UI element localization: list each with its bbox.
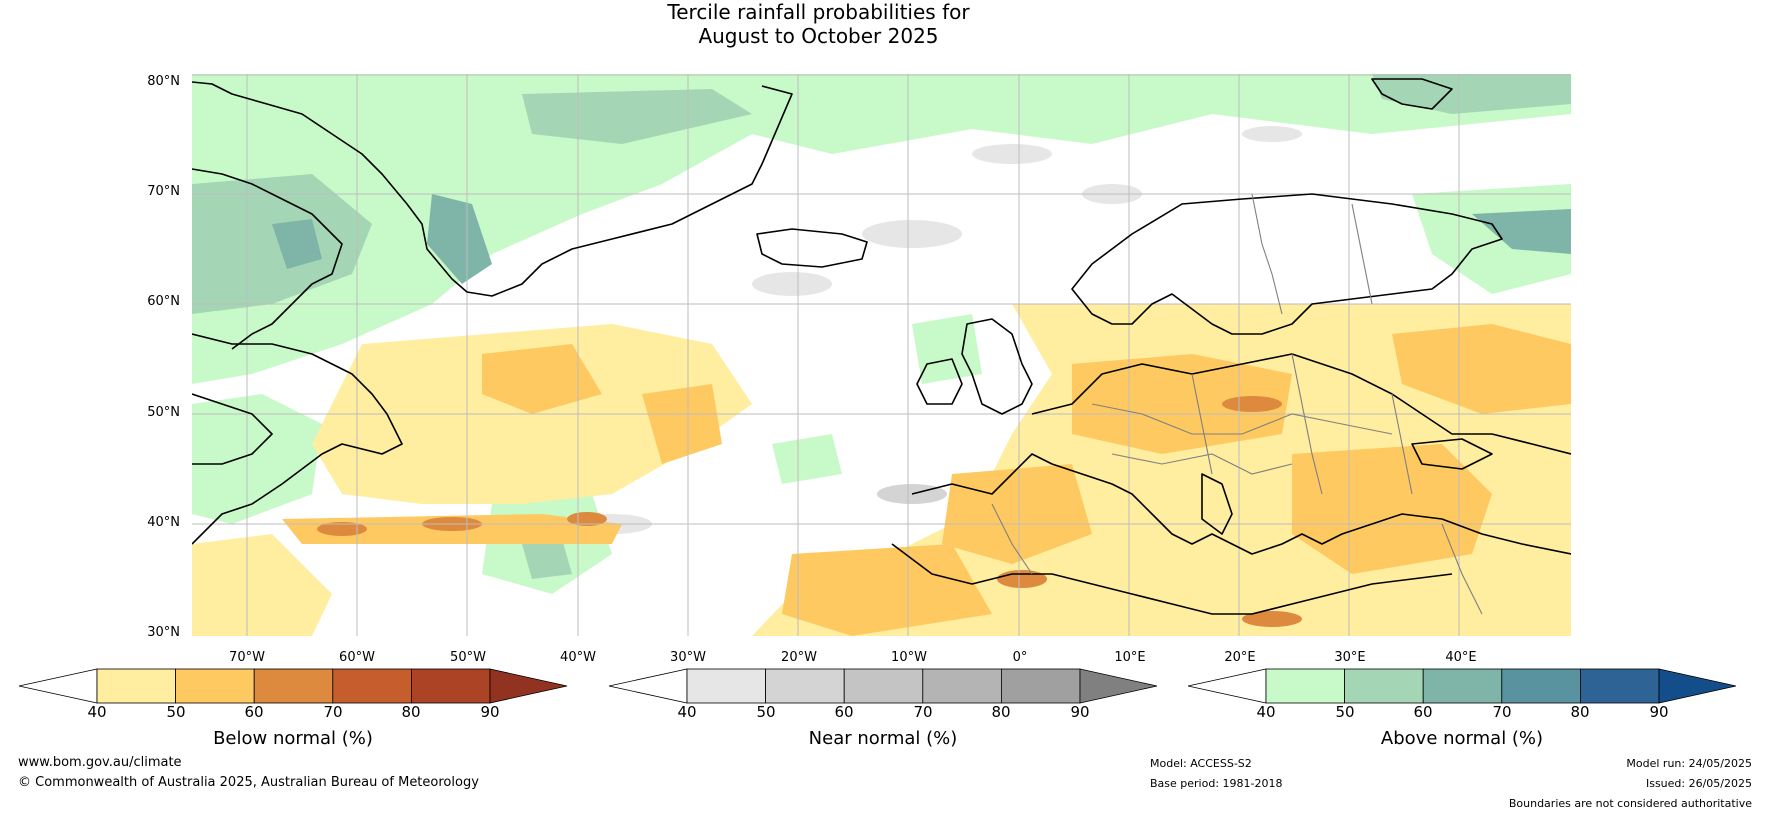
lon-label-20w: 20°W — [781, 650, 817, 665]
lon-label-40e: 40°E — [1445, 650, 1477, 665]
lon-label-10e: 10°E — [1114, 650, 1146, 665]
colorbar-max-arrow — [489, 668, 568, 704]
colorbar-segment — [765, 668, 845, 704]
colorbar-min-arrow — [608, 668, 688, 704]
cbar-tick: 90 — [1649, 703, 1669, 721]
cbar-tick: 40 — [87, 703, 107, 721]
probability-map — [192, 74, 1571, 636]
lon-label-0: 0° — [1012, 650, 1028, 665]
cbar-tick: 80 — [991, 703, 1011, 721]
model-run-text: Model run: 24/05/2025 — [1626, 757, 1752, 770]
colorbar-segment — [175, 668, 255, 704]
cbar-tick: 60 — [834, 703, 854, 721]
colorbar-segment — [1422, 668, 1503, 704]
colorbar-segment — [922, 668, 1002, 704]
cbar-tick: 60 — [244, 703, 264, 721]
colorbar-below — [18, 668, 568, 708]
lat-label-30n: 30°N — [147, 625, 180, 640]
colorbar-below-svg — [18, 668, 568, 704]
colorbar-above — [1187, 668, 1737, 708]
colorbar-near-title: Near normal (%) — [808, 728, 958, 749]
borders — [991, 193, 1483, 615]
cbar-tick: 90 — [480, 703, 500, 721]
website-link[interactable]: www.bom.gov.au/climate — [18, 755, 182, 770]
lat-label-70n: 70°N — [147, 184, 180, 199]
colorbar-segment — [96, 668, 176, 704]
lon-label-50w: 50°W — [450, 650, 486, 665]
lat-label-40n: 40°N — [147, 515, 180, 530]
lon-label-10w: 10°W — [891, 650, 927, 665]
lon-label-60w: 60°W — [339, 650, 375, 665]
disclaimer-text: Boundaries are not considered authoritat… — [1508, 797, 1752, 810]
cbar-tick: 50 — [756, 703, 776, 721]
lat-label-80n: 80°N — [147, 74, 180, 89]
graticule — [192, 74, 1571, 636]
coastlines — [192, 78, 1571, 615]
above-normal-fill — [192, 74, 1571, 594]
colorbar-min-arrow — [18, 668, 98, 704]
colorbar-max-arrow — [1079, 668, 1158, 704]
copyright-text: © Commonwealth of Australia 2025, Austra… — [18, 775, 479, 790]
colorbar-segment — [332, 668, 412, 704]
model-text: Model: ACCESS-S2 — [1150, 757, 1252, 770]
colorbar-segment — [410, 668, 491, 704]
colorbar-above-svg — [1187, 668, 1737, 704]
cbar-tick: 50 — [166, 703, 186, 721]
lat-label-50n: 50°N — [147, 405, 180, 420]
colorbar-segment — [686, 668, 766, 704]
cbar-tick: 80 — [1570, 703, 1590, 721]
cbar-tick: 70 — [323, 703, 343, 721]
issued-text: Issued: 26/05/2025 — [1645, 777, 1752, 790]
lon-label-30w: 30°W — [670, 650, 706, 665]
lon-label-40w: 40°W — [560, 650, 596, 665]
colorbar-segment — [1501, 668, 1581, 704]
colorbar-min-arrow — [1187, 668, 1267, 704]
colorbar-near — [608, 668, 1158, 708]
colorbar-near-svg — [608, 668, 1158, 704]
cbar-tick: 50 — [1335, 703, 1355, 721]
cbar-tick: 60 — [1413, 703, 1433, 721]
base-period-text: Base period: 1981-2018 — [1150, 777, 1283, 790]
lon-label-20e: 20°E — [1224, 650, 1256, 665]
chart-title: Tercile rainfall probabilities for Augus… — [0, 0, 1637, 48]
lon-label-70w: 70°W — [229, 650, 265, 665]
cbar-tick: 90 — [1070, 703, 1090, 721]
cbar-tick: 80 — [401, 703, 421, 721]
cbar-tick: 40 — [1256, 703, 1276, 721]
cbar-tick: 70 — [913, 703, 933, 721]
colorbar-below-title: Below normal (%) — [213, 728, 373, 749]
cbar-tick: 70 — [1492, 703, 1512, 721]
title-line-2: August to October 2025 — [698, 24, 939, 48]
lat-label-60n: 60°N — [147, 294, 180, 309]
colorbar-segment — [1579, 668, 1660, 704]
colorbar-segment — [1265, 668, 1345, 704]
lon-label-30e: 30°E — [1334, 650, 1366, 665]
colorbar-segment — [253, 668, 334, 704]
colorbar-segment — [1344, 668, 1424, 704]
title-line-1: Tercile rainfall probabilities for — [667, 0, 970, 24]
map-svg — [192, 74, 1571, 636]
colorbar-segment — [1000, 668, 1081, 704]
cbar-tick: 40 — [677, 703, 697, 721]
colorbar-above-title: Above normal (%) — [1380, 728, 1544, 749]
colorbar-max-arrow — [1658, 668, 1737, 704]
colorbar-segment — [843, 668, 924, 704]
